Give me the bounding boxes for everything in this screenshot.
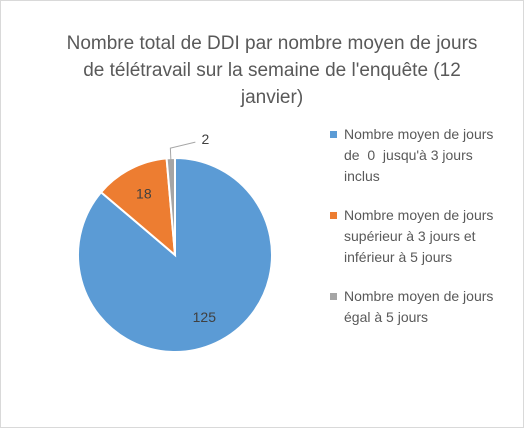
data-label: 2 [201,131,209,147]
legend-label: Nombre moyen de jours de 0 jusqu'à 3 jou… [344,126,498,184]
legend: Nombre moyen de jours de 0 jusqu'à 3 jou… [330,124,510,346]
legend-label: Nombre moyen de jours égal à 5 jours [344,288,502,325]
pie-slice [99,157,177,258]
leader-line [169,141,196,161]
data-label: 18 [136,185,152,201]
chart-title: Nombre total de DDI par nombre moyen de … [66,33,478,108]
legend-item: Nombre moyen de jours supérieur à 3 jour… [330,205,510,268]
data-label: 125 [193,309,217,325]
legend-item: Nombre moyen de jours égal à 5 jours [330,286,510,328]
legend-swatch [330,131,337,138]
legend-swatch [330,293,337,300]
legend-item: Nombre moyen de jours de 0 jusqu'à 3 jou… [330,124,510,187]
legend-label: Nombre moyen de jours supérieur à 3 jour… [344,207,498,265]
legend-swatch [330,212,337,219]
